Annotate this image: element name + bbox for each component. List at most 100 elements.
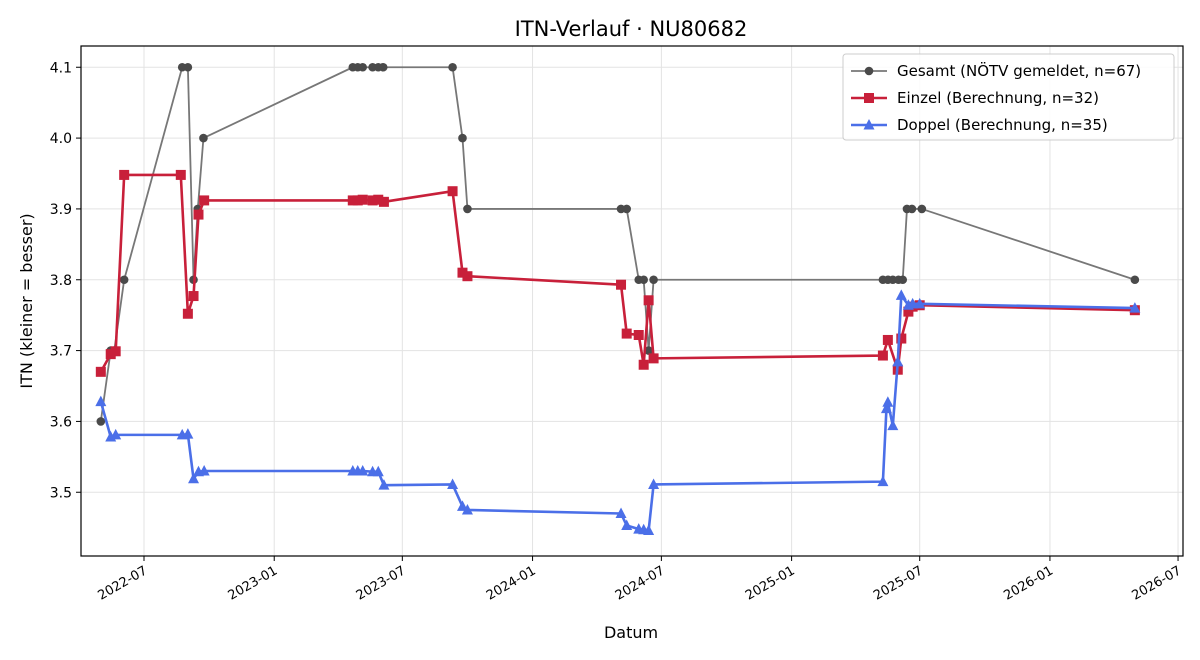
data-point: [175, 169, 186, 180]
plot-frame: [80, 45, 1184, 557]
x-tick-label: 2022-07: [95, 563, 150, 603]
series-line: [99, 294, 1135, 532]
chart-title: ITN-Verlauf · NU80682: [515, 17, 748, 41]
series-layer: [95, 62, 1141, 535]
y-tick-label: 3.9: [50, 202, 72, 218]
data-point: [639, 275, 648, 285]
y-tick-label: 3.8: [50, 273, 72, 289]
data-point: [182, 428, 194, 439]
data-point: [458, 133, 467, 143]
data-point: [1129, 302, 1141, 313]
data-point: [896, 333, 907, 344]
data-point: [357, 194, 368, 205]
data-point: [372, 465, 384, 477]
data-point: [882, 334, 893, 345]
data-point: [648, 478, 660, 489]
x-axis: 2022-07 2023-01 2023-07 2024-01 2024-07 2025-…: [95, 556, 1184, 604]
data-point: [358, 62, 367, 72]
data-point: [898, 275, 908, 285]
y-tick-label: 4.1: [50, 60, 72, 76]
data-point: [907, 297, 919, 309]
data-point: [880, 402, 892, 414]
data-point: [622, 204, 631, 214]
data-point: [119, 169, 130, 180]
data-point: [182, 308, 193, 319]
data-point: [877, 350, 888, 361]
data-point: [96, 417, 106, 426]
data-point: [183, 62, 193, 72]
legend-item: Einzel (Berechnung, n=32): [851, 89, 1099, 107]
x-tick-label: 2025-07: [871, 563, 926, 603]
x-tick-label: 2023-07: [354, 563, 409, 603]
data-point: [447, 186, 458, 197]
data-point: [95, 366, 106, 377]
series-circle: [96, 62, 1140, 426]
data-point: [638, 359, 649, 370]
legend-label: Gesamt (NÖTV gemeldet, n=67): [897, 61, 1141, 80]
data-point: [199, 133, 208, 143]
legend-marker: [864, 66, 874, 76]
data-point: [643, 524, 655, 535]
data-point: [193, 209, 204, 220]
x-tick-label: 2024-01: [484, 563, 539, 603]
legend-box: [842, 53, 1175, 141]
data-point: [378, 196, 389, 207]
data-point: [621, 519, 633, 531]
data-point: [378, 479, 390, 490]
data-point: [648, 353, 659, 364]
legend-item: Doppel (Berechnung, n=35): [851, 116, 1108, 134]
data-point: [895, 289, 907, 300]
x-tick-label: 2026-07: [1129, 563, 1184, 603]
data-point: [199, 195, 210, 206]
y-tick-label: 3.7: [50, 344, 72, 360]
data-point: [907, 204, 917, 214]
data-point: [914, 297, 926, 309]
data-point: [378, 62, 388, 72]
data-point: [633, 330, 644, 340]
data-point: [188, 472, 200, 484]
legend-label: Doppel (Berechnung, n=35): [897, 116, 1108, 134]
data-point: [198, 465, 210, 476]
series-square: [95, 169, 1140, 377]
data-point: [448, 62, 457, 72]
data-point: [110, 346, 121, 357]
data-point: [892, 355, 904, 367]
data-point: [649, 275, 658, 285]
legend: Gesamt (NÖTV gemeldet, n=67) Einzel (Bere…: [842, 53, 1175, 141]
data-point: [461, 503, 473, 515]
data-point: [95, 395, 107, 407]
y-axis: 3.5 3.6 3.7 3.8 3.9 4.0 4.1: [50, 60, 81, 501]
data-point: [447, 478, 459, 489]
y-tick-label: 4.0: [50, 131, 72, 147]
x-tick-label: 2025-01: [743, 563, 798, 603]
data-point: [877, 475, 889, 487]
data-point: [644, 346, 653, 355]
data-point: [367, 195, 378, 206]
x-axis-label: Datum: [604, 623, 658, 642]
x-tick-label: 2026-01: [1001, 563, 1056, 603]
legend-label: Einzel (Berechnung, n=32): [897, 89, 1099, 107]
y-tick-label: 3.5: [50, 485, 72, 501]
data-point: [462, 271, 473, 282]
legend-marker: [864, 93, 874, 103]
y-axis-label: ITN (kleiner = besser): [17, 213, 36, 388]
series-triangle: [95, 289, 1141, 535]
x-tick-label: 2023-01: [226, 563, 281, 603]
data-point: [1130, 275, 1140, 285]
data-point: [357, 465, 369, 476]
data-point: [119, 275, 129, 285]
data-point: [188, 291, 199, 302]
data-point: [887, 419, 899, 431]
data-point: [373, 194, 384, 205]
data-point: [882, 396, 894, 407]
legend-marker: [863, 119, 875, 130]
legend-item: Gesamt (NÖTV gemeldet, n=67): [851, 61, 1141, 80]
data-point: [616, 279, 627, 290]
series-line: [99, 173, 1135, 373]
data-point: [643, 295, 654, 306]
y-tick-label: 3.6: [50, 414, 72, 430]
data-point: [917, 204, 927, 214]
x-tick-label: 2024-07: [613, 563, 668, 603]
data-point: [463, 204, 472, 214]
